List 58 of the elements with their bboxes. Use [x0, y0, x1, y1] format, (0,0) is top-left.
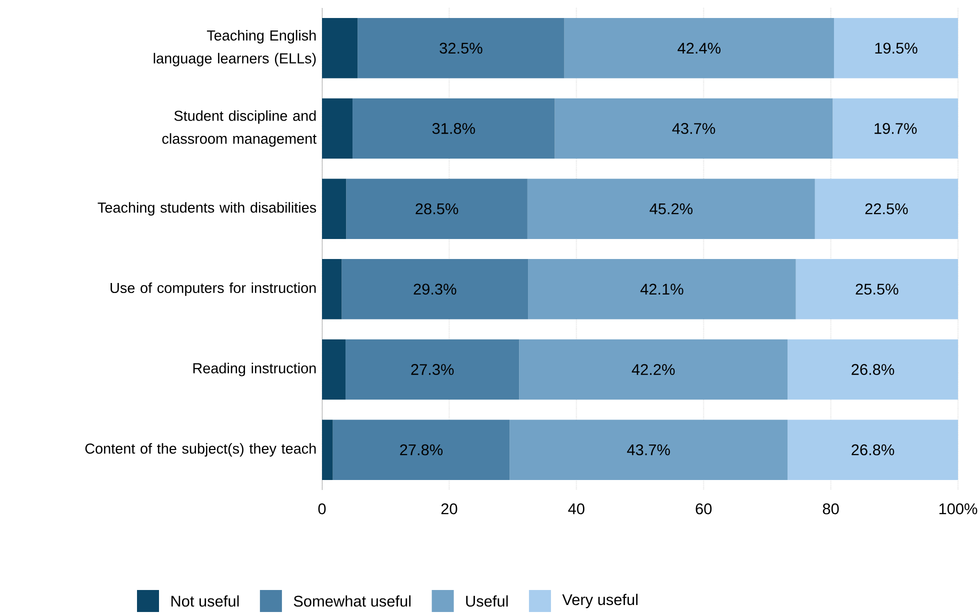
bar — [788, 339, 958, 400]
bar — [527, 178, 815, 239]
bar — [832, 98, 958, 159]
y-tick-label: Teaching students with disabilities — [98, 202, 316, 216]
bar — [788, 420, 958, 480]
y-tick-label: Content of the subject(s) they teach — [85, 443, 316, 457]
x-tick-label: 20 — [441, 503, 458, 514]
data-label: 22.5% — [865, 203, 908, 214]
data-label: 42.4% — [678, 42, 720, 54]
bar — [322, 178, 346, 239]
bar — [528, 259, 796, 320]
data-label: 42.1% — [640, 284, 684, 295]
bar — [352, 98, 555, 159]
legend-label: Useful — [466, 595, 508, 607]
data-label: 19.5% — [875, 42, 918, 54]
bar — [342, 259, 528, 320]
legend-label: Not useful — [171, 595, 239, 607]
y-tick-label: Student discipline and classroom management — [162, 110, 317, 147]
bar — [796, 259, 958, 320]
bar — [358, 18, 564, 78]
bar — [554, 98, 833, 159]
x-tick-label: 0 — [318, 503, 326, 514]
bar — [510, 420, 788, 480]
bar — [519, 339, 788, 400]
data-label: 26.8% — [852, 364, 894, 375]
x-tick-label: 60 — [696, 503, 712, 514]
data-label: 29.3% — [414, 284, 456, 295]
data-label: 43.7% — [672, 123, 716, 134]
bar — [322, 420, 333, 480]
bar — [346, 178, 528, 239]
data-label: 32.5% — [440, 42, 482, 54]
y-tick-label: Reading instruction — [193, 362, 316, 376]
data-label: 31.8% — [432, 123, 475, 134]
x-tick-label: 100% — [939, 503, 978, 514]
data-label: 28.5% — [416, 203, 458, 214]
data-label: 45.2% — [650, 203, 692, 214]
bar — [814, 178, 958, 239]
bar — [322, 259, 342, 320]
data-label: 25.5% — [856, 284, 898, 295]
data-label: 43.7% — [627, 444, 670, 456]
bar — [322, 98, 353, 159]
y-tick-label: Teaching English language learners (ELLs) — [154, 30, 316, 66]
bar — [322, 339, 346, 400]
data-label: 42.2% — [632, 364, 675, 375]
bar — [564, 18, 834, 78]
x-tick-label: 80 — [822, 503, 839, 514]
data-label: 19.7% — [874, 123, 917, 134]
legend-label: Very useful — [562, 594, 638, 608]
bar — [346, 339, 520, 400]
legend-label: Somewhat useful — [294, 595, 411, 607]
bar — [322, 18, 358, 78]
y-tick-label: Use of computers for instruction — [110, 282, 316, 296]
data-label: 26.8% — [852, 444, 894, 456]
data-label: 27.8% — [400, 444, 443, 456]
bar — [834, 18, 958, 78]
bar — [332, 420, 510, 480]
x-tick-label: 40 — [568, 503, 584, 514]
data-label: 27.3% — [411, 364, 454, 375]
